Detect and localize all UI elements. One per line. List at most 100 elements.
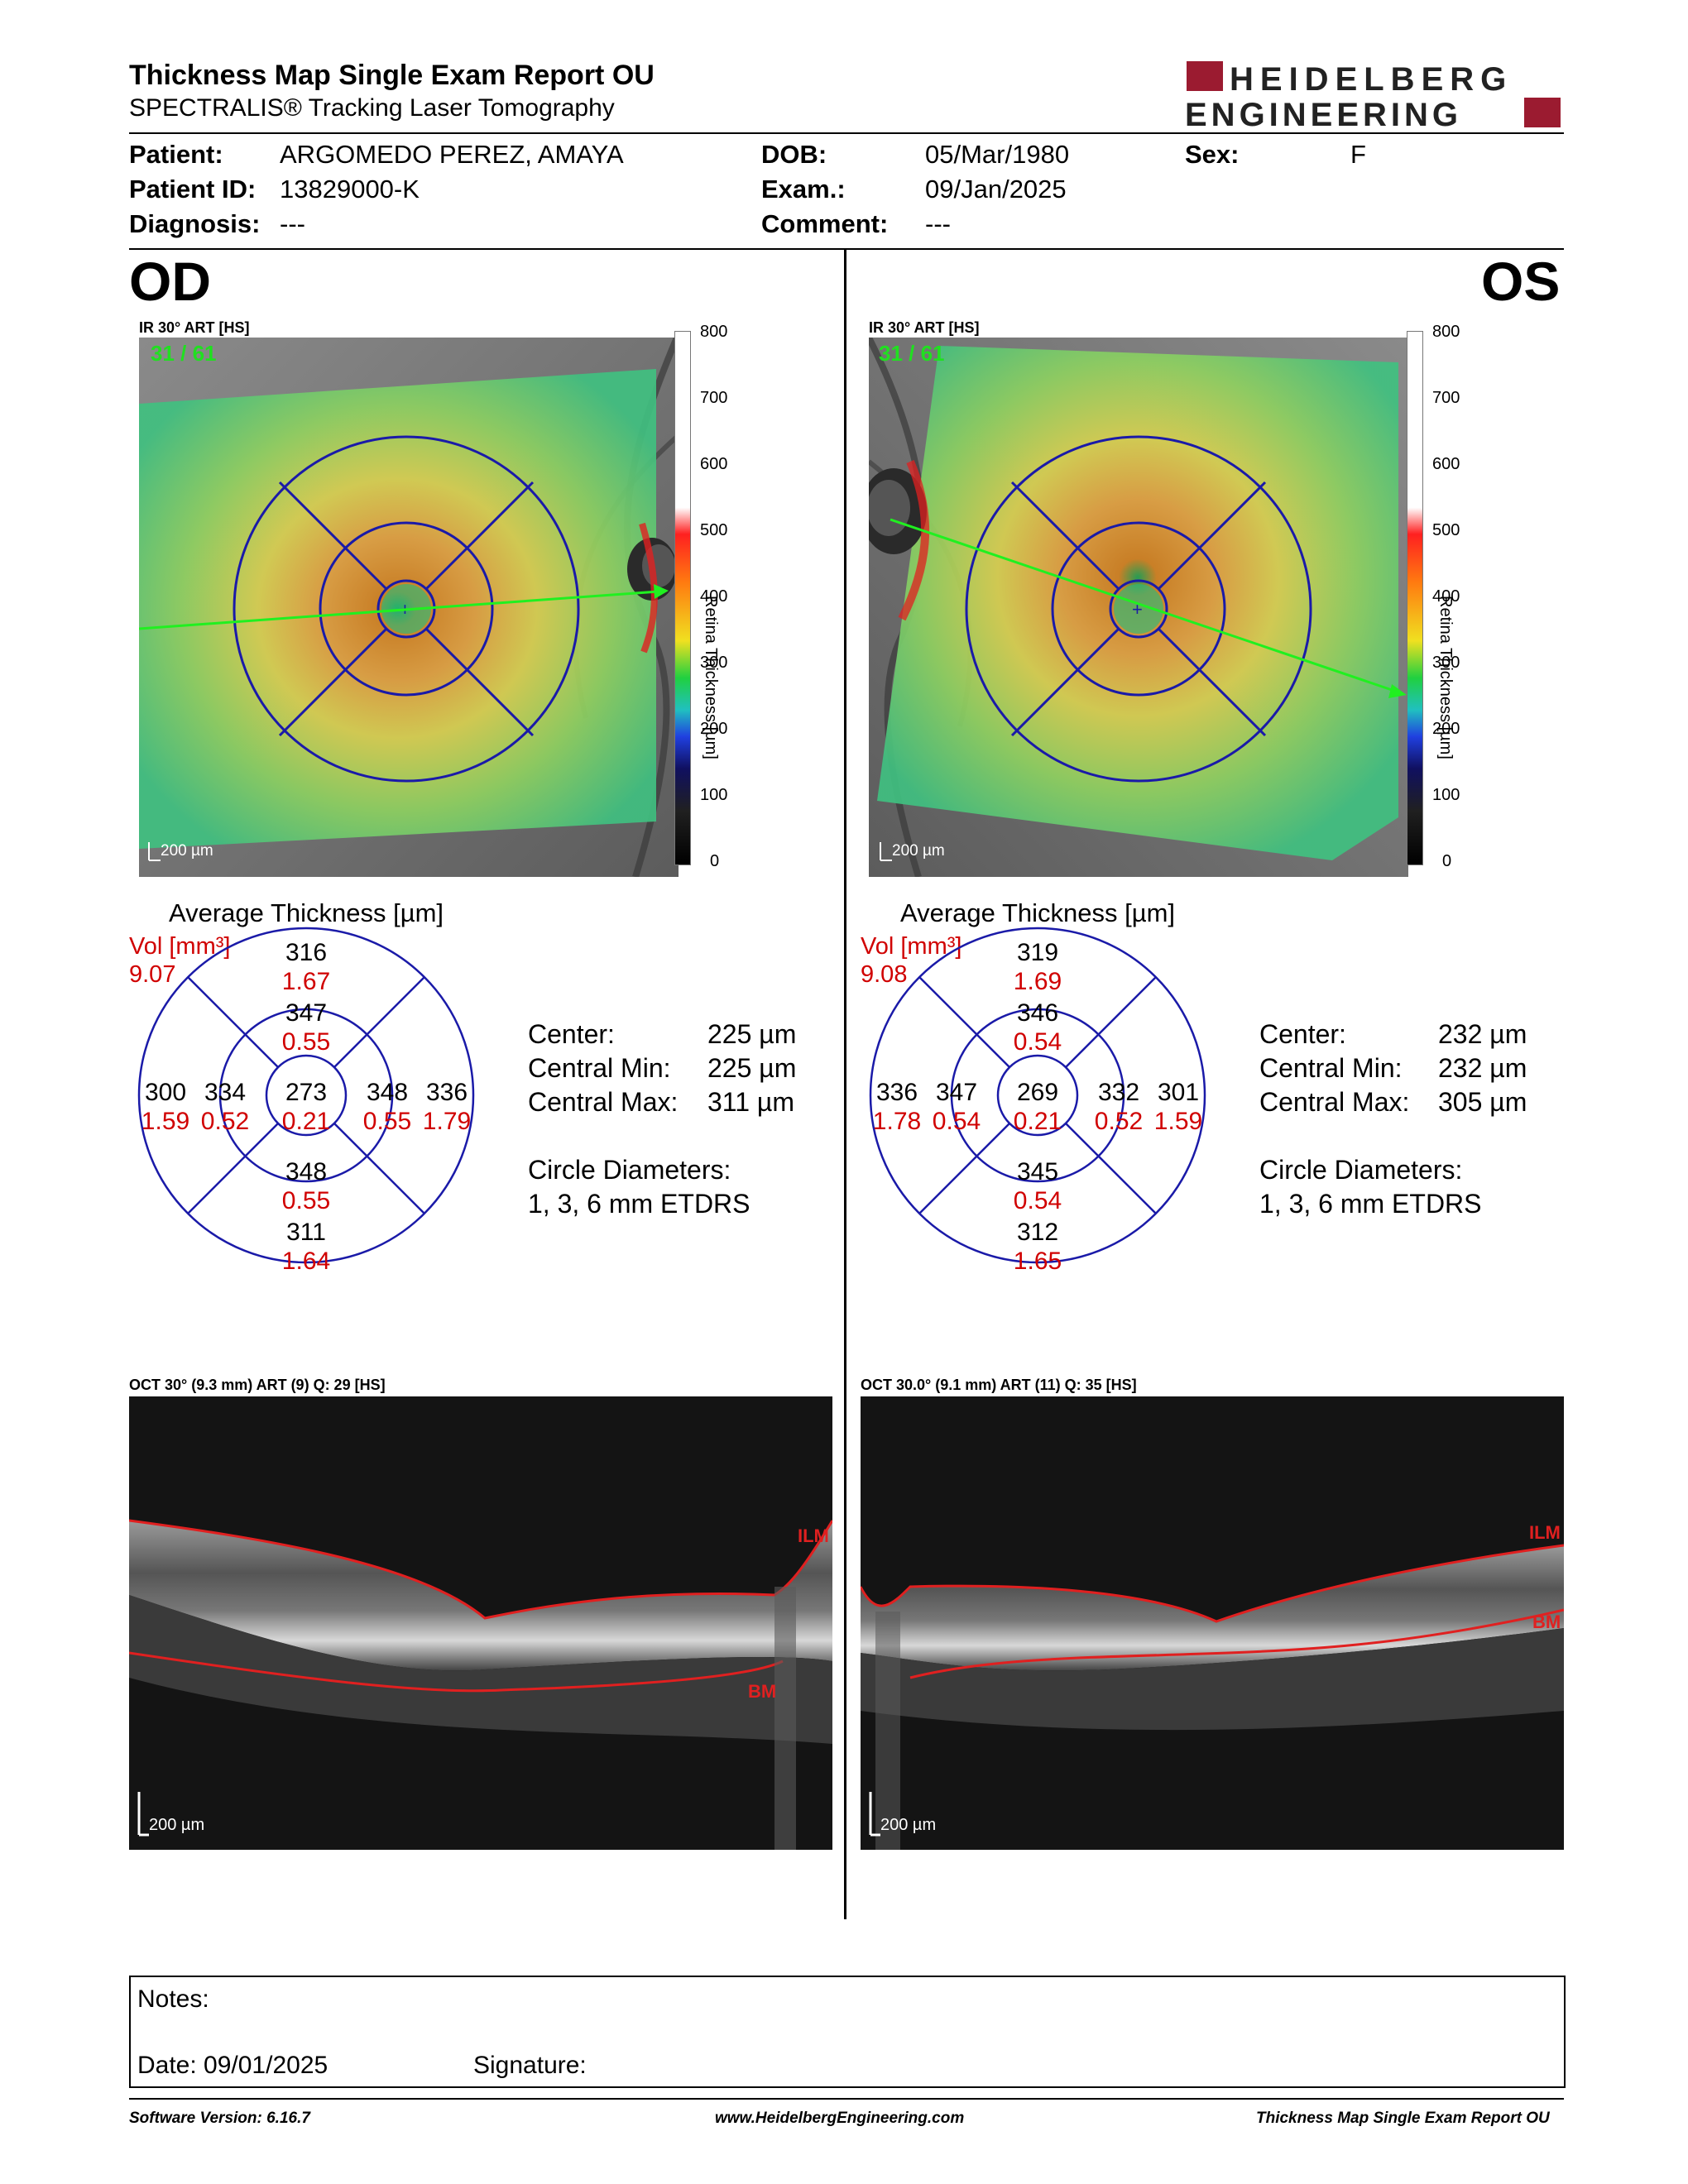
od-inner-right-volume: 0.55: [362, 1108, 412, 1135]
os-inner-right-volume: 0.52: [1094, 1108, 1144, 1135]
od-outer-top-thickness: 316: [285, 939, 328, 966]
report-title: Thickness Map Single Exam Report OU: [129, 60, 655, 91]
svg-text:200 µm: 200 µm: [149, 1816, 204, 1834]
os-outer-top-volume: 1.69: [1013, 968, 1062, 995]
od-avg-title: Average Thickness [µm]: [169, 898, 444, 927]
od-cbar-tick: 600: [700, 455, 728, 473]
os-thickness-map: 31 / 61 + 200 µm: [861, 336, 1408, 879]
notes-box[interactable]: Notes: Date: 09/01/2025 Signature:: [129, 1976, 1566, 2088]
od-colorbar: [674, 331, 691, 865]
svg-text:BM: BM: [748, 1681, 776, 1702]
comment-label: Comment:: [761, 209, 889, 238]
od-outer-bottom-thickness: 311: [286, 1219, 326, 1246]
os-outer-right-thickness: 301: [1157, 1079, 1200, 1106]
os-oct-title: OCT 30.0° (9.1 mm) ART (11) Q: 35 [HS]: [861, 1377, 1137, 1393]
od-colorbar-ticks: 800 700 600 500 400 300 200 100 0: [690, 323, 731, 872]
header-divider: [129, 132, 1564, 134]
heidelberg-logo: HEIDELBERG ENGINEERING: [1183, 58, 1564, 133]
os-vol-value: 9.08: [861, 961, 908, 988]
os-colorbar-label: Retina Thickness [µm]: [1436, 596, 1455, 759]
od-inner-right-thickness: 348: [366, 1079, 409, 1106]
sex-label: Sex:: [1185, 140, 1240, 169]
os-cbar-tick: 600: [1432, 455, 1460, 473]
os-cmax-label: Central Max:: [1259, 1087, 1410, 1117]
footer-divider: [129, 2098, 1564, 2100]
os-inner-left-thickness: 347: [935, 1079, 978, 1106]
patient-name: ARGOMEDO PEREZ, AMAYA: [280, 140, 624, 169]
od-cbar-tick: 500: [700, 521, 728, 539]
os-diam-value: 1, 3, 6 mm ETDRS: [1259, 1189, 1482, 1219]
os-outer-bottom-volume: 1.65: [1013, 1248, 1062, 1275]
od-inner-bottom-thickness: 348: [285, 1158, 328, 1185]
date-label: Date: 09/01/2025: [137, 2052, 328, 2079]
os-diam-label: Circle Diameters:: [1259, 1155, 1463, 1185]
od-center-value: 225 µm: [707, 1019, 797, 1049]
svg-text:31 / 61: 31 / 61: [151, 341, 217, 366]
os-cmax-value: 305 µm: [1438, 1087, 1527, 1117]
eye-label-od: OD: [129, 251, 211, 312]
od-center-volume: 0.21: [281, 1108, 331, 1135]
od-etdrs-grid: 316 1.67 347 0.55 273 0.21 334 0.52 348 …: [137, 927, 475, 1275]
od-inner-top-volume: 0.55: [281, 1028, 331, 1056]
od-cmax-value: 311 µm: [707, 1087, 794, 1117]
os-cbar-tick: 200: [1432, 720, 1460, 738]
eye-label-os: OS: [1481, 251, 1561, 312]
od-cbar-tick: 0: [710, 852, 720, 870]
od-cmax-label: Central Max:: [528, 1087, 679, 1117]
svg-text:200 µm: 200 µm: [161, 842, 213, 860]
svg-text:200 µm: 200 µm: [892, 842, 945, 860]
od-outer-bottom-volume: 1.64: [281, 1248, 331, 1275]
notes-label: Notes:: [137, 1985, 209, 2013]
dob-label: DOB:: [761, 140, 827, 169]
od-diam-label: Circle Diameters:: [528, 1155, 731, 1185]
od-ir-title: IR 30° ART [HS]: [139, 319, 250, 336]
software-version: Software Version: 6.16.7: [129, 2110, 310, 2127]
os-outer-left-volume: 1.78: [872, 1108, 922, 1135]
od-center-thickness: 273: [285, 1079, 328, 1106]
os-center-label: Center:: [1259, 1019, 1346, 1049]
od-inner-bottom-volume: 0.55: [281, 1187, 331, 1214]
svg-text:ILM: ILM: [1529, 1522, 1561, 1543]
od-cbar-tick: 100: [700, 786, 728, 804]
od-oct-title: OCT 30° (9.3 mm) ART (9) Q: 29 [HS]: [129, 1377, 386, 1393]
od-cbar-tick: 400: [700, 587, 728, 606]
od-vol-value: 9.07: [129, 961, 176, 988]
svg-text:BM: BM: [1532, 1612, 1561, 1632]
od-cbar-tick: 800: [700, 323, 728, 341]
od-outer-left-volume: 1.59: [141, 1108, 190, 1135]
od-inner-top-thickness: 347: [285, 999, 328, 1027]
os-colorbar: [1407, 331, 1423, 865]
os-oct-bscan: ILM BM 200 µm: [861, 1396, 1564, 1850]
info-divider: [129, 248, 1564, 250]
od-cbar-tick: 700: [700, 389, 728, 407]
od-cbar-tick: 200: [700, 720, 728, 738]
comment: ---: [925, 209, 951, 238]
footer-report-name: Thickness Map Single Exam Report OU: [1256, 2110, 1550, 2127]
od-colorbar-label: Retina Thickness [µm]: [702, 596, 720, 759]
exam-label: Exam.:: [761, 175, 846, 204]
os-outer-bottom-thickness: 312: [1016, 1219, 1059, 1246]
svg-text:31 / 61: 31 / 61: [879, 341, 945, 366]
os-inner-top-thickness: 346: [1016, 999, 1059, 1027]
os-cbar-tick: 800: [1432, 323, 1460, 341]
os-cbar-tick: 300: [1432, 654, 1460, 672]
os-colorbar-ticks: 800 700 600 500 400 300 200 100 0: [1422, 323, 1464, 872]
os-inner-left-volume: 0.54: [932, 1108, 981, 1135]
report-subtitle: SPECTRALIS® Tracking Laser Tomography: [129, 94, 615, 122]
os-etdrs-grid: 319 1.69 346 0.54 269 0.21 347 0.54 332 …: [869, 927, 1206, 1275]
os-inner-right-thickness: 332: [1097, 1079, 1140, 1106]
os-inner-bottom-thickness: 345: [1016, 1158, 1059, 1185]
od-diam-value: 1, 3, 6 mm ETDRS: [528, 1189, 750, 1219]
website-link[interactable]: www.HeidelbergEngineering.com: [715, 2110, 965, 2127]
patient-label: Patient:: [129, 140, 223, 169]
patient-id: 13829000-K: [280, 175, 420, 204]
os-cmin-value: 232 µm: [1438, 1053, 1527, 1083]
os-cbar-tick: 100: [1432, 786, 1460, 804]
od-outer-top-volume: 1.67: [281, 968, 331, 995]
os-cmin-label: Central Min:: [1259, 1053, 1403, 1083]
os-cbar-tick: 500: [1432, 521, 1460, 539]
svg-text:ILM: ILM: [798, 1525, 829, 1546]
svg-text:ENGINEERING: ENGINEERING: [1185, 97, 1462, 129]
os-outer-top-thickness: 319: [1016, 939, 1059, 966]
svg-text:200 µm: 200 µm: [880, 1816, 936, 1834]
